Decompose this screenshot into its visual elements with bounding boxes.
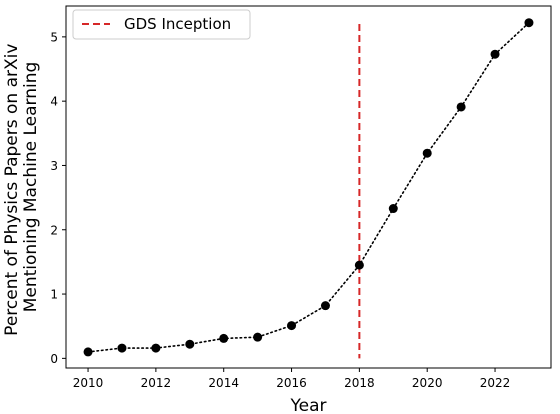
x-tick-label-2012: 2012 (141, 376, 172, 390)
data-point-2019 (388, 204, 398, 214)
data-point-2020 (422, 148, 432, 158)
data-point-2016 (287, 321, 297, 331)
y-tick-label-5: 5 (50, 30, 58, 44)
data-point-2014 (219, 333, 229, 343)
legend: GDS Inception (72, 9, 251, 40)
legend-box (72, 9, 251, 40)
data-point-2012 (151, 343, 161, 353)
series-line-0 (87, 21, 530, 353)
y-axis-label-line-2: Mentioning Machine Learning (21, 62, 41, 313)
x-axis-label: Year (290, 396, 327, 414)
axes-frame (65, 5, 552, 369)
axes-layer: 2010 2012 2014 2016 2018 2020 2022 0 1 2 3 4 5 (50, 5, 552, 390)
y-tick-label-0: 0 (50, 352, 58, 366)
y-axis-label-line-1: Percent of Physics Papers on arXiv (2, 44, 22, 336)
y-tick-label-3: 3 (50, 159, 58, 173)
x-tick-label-2022: 2022 (480, 376, 511, 390)
x-tick-label-2016: 2016 (276, 376, 307, 390)
x-tick-label-2014: 2014 (208, 376, 239, 390)
y-tick-label-4: 4 (50, 95, 58, 109)
y-tick-label-2: 2 (50, 223, 58, 237)
y-axis-label: Percent of Physics Papers on arXiv Menti… (2, 38, 41, 336)
data-point-2022 (490, 49, 500, 59)
data-point-2017 (320, 301, 330, 311)
data-point-2010 (83, 347, 93, 357)
data-point-2013 (185, 339, 195, 349)
x-tick-label-2020: 2020 (412, 376, 443, 390)
data-point-2023 (524, 18, 534, 28)
y-tick-label-1: 1 (50, 288, 58, 302)
x-tick-label-2018: 2018 (344, 376, 375, 390)
data-point-2015 (253, 332, 263, 342)
data-point-2011 (117, 343, 127, 353)
legend-label-gds-inception: GDS Inception (124, 15, 231, 33)
series-layer (83, 18, 534, 357)
x-tick-label-2010: 2010 (73, 376, 104, 390)
data-point-2021 (456, 102, 466, 112)
data-point-2018 (354, 260, 364, 270)
